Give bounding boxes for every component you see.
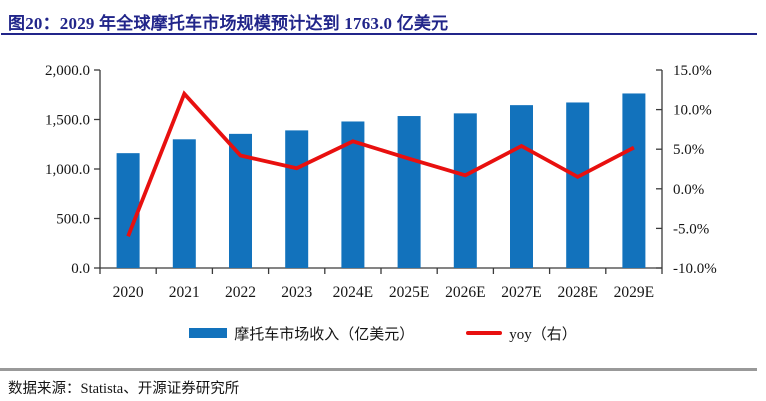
x-category-label-2027E: 2027E — [501, 284, 541, 301]
legend-item-revenue: 摩托车市场收入（亿美元） — [189, 323, 414, 344]
bar-2027E — [510, 105, 533, 268]
legend-label-yoy: yoy（右） — [509, 326, 577, 343]
title-underline-rule — [1, 33, 757, 35]
bar-2020 — [116, 153, 140, 268]
motorcycle-market-combo-chart: 0.0 500.0 1,000.0 1,500.0 2,000.0 -10.0% -5.0%… — [45, 63, 717, 301]
right-axis-tick-label: 15.0% — [673, 63, 712, 79]
left-axis-tick-label: 0.0 — [71, 261, 90, 277]
source-text: 数据来源：Statista、开源证券研究所 — [8, 381, 240, 397]
right-axis-tick-label: -5.0% — [673, 221, 709, 237]
x-category-label-2024E: 2024E — [333, 284, 373, 301]
x-category-label-2023: 2023 — [281, 284, 312, 301]
legend-label-revenue: 摩托车市场收入（亿美元） — [234, 326, 415, 343]
left-axis-tick-label: 2,000.0 — [45, 63, 90, 79]
x-category-label-2025E: 2025E — [389, 284, 429, 301]
chart-area: 0.0 500.0 1,000.0 1,500.0 2,000.0 -10.0% -5.0%… — [0, 52, 766, 310]
bar-2024E — [341, 121, 365, 268]
x-category-label-2022: 2022 — [225, 284, 256, 301]
chart-legend: 摩托车市场收入（亿美元） yoy（右） — [0, 320, 766, 346]
left-axis-tick-label: 500.0 — [56, 212, 90, 228]
bar-2023 — [285, 130, 309, 268]
bar-2022 — [229, 133, 252, 268]
bar-2029E — [622, 93, 646, 268]
x-category-label-2028E: 2028E — [557, 284, 597, 301]
revenue-bar-swatch — [189, 328, 228, 338]
bar-2028E — [566, 102, 590, 268]
yoy-line — [126, 90, 635, 237]
right-axis-tick-label: 10.0% — [673, 103, 712, 119]
x-category-label-2020: 2020 — [113, 284, 144, 301]
legend-item-yoy: yoy（右） — [466, 323, 577, 344]
right-axis-tick-label: 5.0% — [673, 142, 704, 158]
bar-2021 — [172, 139, 196, 268]
yoy-line-swatch — [466, 331, 503, 335]
right-axis-tick-label: 0.0% — [673, 182, 704, 198]
right-axis-tick-label: -10.0% — [673, 261, 717, 277]
left-axis-tick-label: 1,000.0 — [45, 162, 90, 178]
bottom-rule — [0, 368, 757, 371]
left-axis-tick-label: 1,500.0 — [45, 113, 90, 129]
bar-2025E — [397, 116, 421, 268]
x-category-label-2021: 2021 — [169, 284, 200, 301]
bar-2026E — [453, 113, 477, 268]
x-category-label-2026E: 2026E — [445, 284, 485, 301]
figure-title: 图20：2029 年全球摩托车市场规模预计达到 1763.0 亿美元 — [8, 14, 449, 33]
x-category-label-2029E: 2029E — [614, 284, 654, 301]
